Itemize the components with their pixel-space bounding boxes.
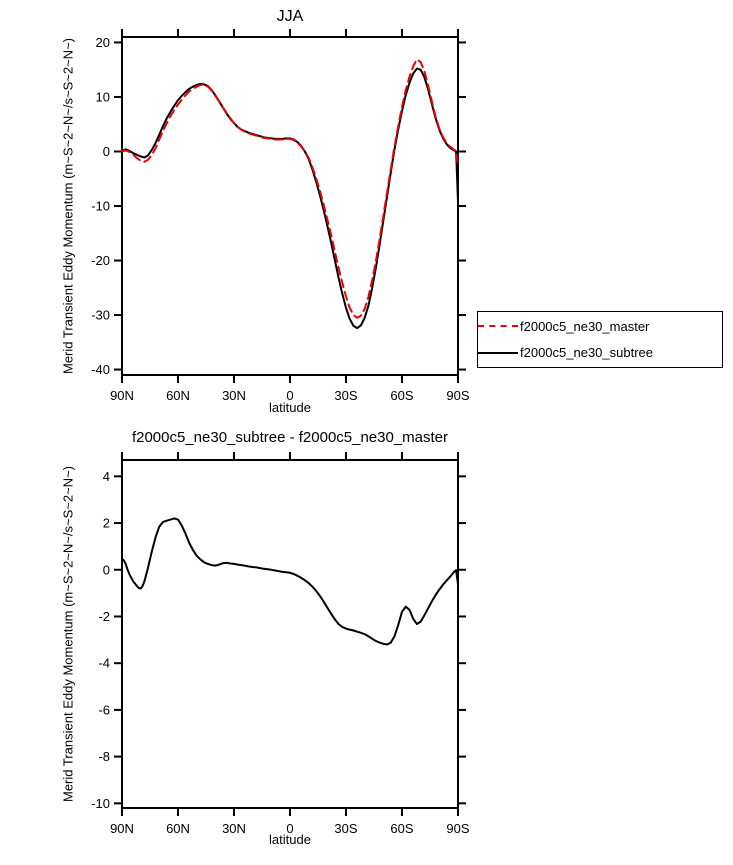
y-tick-label: -30 <box>91 308 110 323</box>
x-tick-label: 90S <box>446 821 469 836</box>
legend-label-master: f2000c5_ne30_master <box>520 318 650 334</box>
y-tick-label: -6 <box>98 702 110 717</box>
x-tick-label: 30N <box>222 821 246 836</box>
series-line-f2000c5_ne30_subtree <box>121 67 459 330</box>
x-tick-label: 90N <box>110 388 134 403</box>
x-tick-label: 0 <box>286 821 293 836</box>
y-tick-label: 0 <box>103 562 110 577</box>
y-tick-label: -2 <box>98 609 110 624</box>
legend-entry-master: f2000c5_ne30_master <box>478 314 722 338</box>
x-tick-label: 90N <box>110 821 134 836</box>
chart-0: 90N 60N 30N 0 30S 60S 90S 20 10 0 -10 -20 -30 -40 <box>91 29 470 403</box>
y-tick-label: 20 <box>96 35 110 50</box>
y-tick-label: 2 <box>103 516 110 531</box>
y-tick-label: -10 <box>91 796 110 811</box>
axis-ticks <box>114 29 466 383</box>
legend: f2000c5_ne30_master f2000c5_ne30_subtree <box>477 311 723 368</box>
x-tick-label: 60N <box>166 388 190 403</box>
difference-y-axis-label-text: Merid Transient Eddy Momentum (m~S~2~N~/… <box>60 466 76 802</box>
y-tick-label: 10 <box>96 89 110 104</box>
jja-chart-title: JJA <box>276 8 304 25</box>
legend-label-subtree: f2000c5_ne30_subtree <box>520 345 654 361</box>
axis-ticks <box>114 452 466 816</box>
x-tick-label: 60S <box>390 388 413 403</box>
y-tick-label: -8 <box>98 749 110 764</box>
difference-x-axis-label: latitude <box>269 832 311 847</box>
legend-entry-subtree: f2000c5_ne30_subtree <box>478 341 722 365</box>
plot-frame <box>121 459 459 809</box>
plot-frame <box>121 36 459 376</box>
jja-y-axis-label-text: Merid Transient Eddy Momentum (m~S~2~N~/… <box>60 38 76 374</box>
x-tick-label: 60S <box>390 821 413 836</box>
x-tick-label: 30S <box>334 821 357 836</box>
chart-1: 90N 60N 30N 0 30S 60S 90S 4 2 0 -2 -4 -6 -8 -10 <box>91 452 470 836</box>
x-tick-label: 30N <box>222 388 246 403</box>
difference-chart-title: f2000c5_ne30_subtree - f2000c5_ne30_mast… <box>131 429 449 446</box>
series-line-difference <box>121 517 459 646</box>
x-tick-label: 60N <box>166 821 190 836</box>
y-tick-label: -10 <box>91 199 110 214</box>
series-line-f2000c5_ne30_master <box>121 58 459 319</box>
jja-x-axis-label: latitude <box>269 400 311 415</box>
legend-line-master <box>478 325 518 328</box>
y-tick-label: -4 <box>98 656 110 671</box>
legend-line-subtree <box>478 351 518 354</box>
x-tick-label: 0 <box>286 388 293 403</box>
y-tick-label: 0 <box>103 144 110 159</box>
y-tick-label: 4 <box>103 469 110 484</box>
y-tick-label: -20 <box>91 253 110 268</box>
y-tick-label: -40 <box>91 362 110 377</box>
x-tick-label: 30S <box>334 388 357 403</box>
x-tick-label: 90S <box>446 388 469 403</box>
